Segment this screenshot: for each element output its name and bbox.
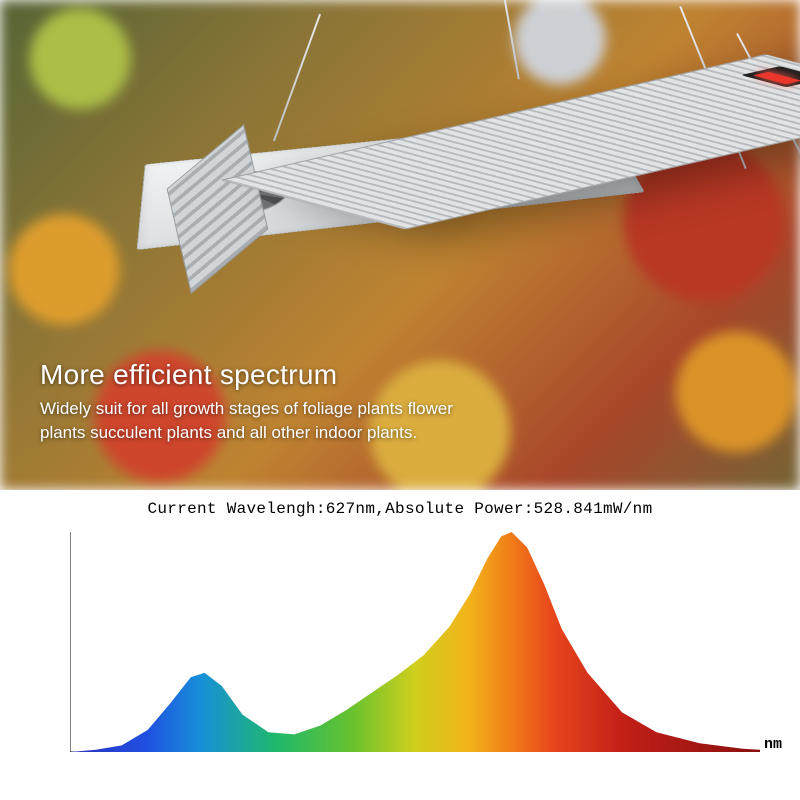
x-axis-unit: nm [764, 736, 782, 753]
spectrum-chart: Current Wavelengh:627nm,Absolute Power:5… [0, 490, 800, 800]
chart-title: Current Wavelengh:627nm,Absolute Power:5… [0, 490, 800, 518]
hero-headline: More efficient spectrum [40, 359, 470, 391]
chart-plot: 0.20.40.60.81.0 380400500600700780 [70, 532, 760, 752]
hero-body: Widely suit for all growth stages of fol… [40, 397, 470, 444]
hero-text-block: More efficient spectrum Widely suit for … [40, 359, 470, 444]
spectrum-area [70, 532, 760, 752]
hero-panel: More efficient spectrum Widely suit for … [0, 0, 800, 490]
power-switch-icon [741, 66, 800, 87]
grow-light-device [130, 30, 690, 330]
hanging-wire [273, 14, 321, 142]
device-side-vents [167, 124, 269, 294]
